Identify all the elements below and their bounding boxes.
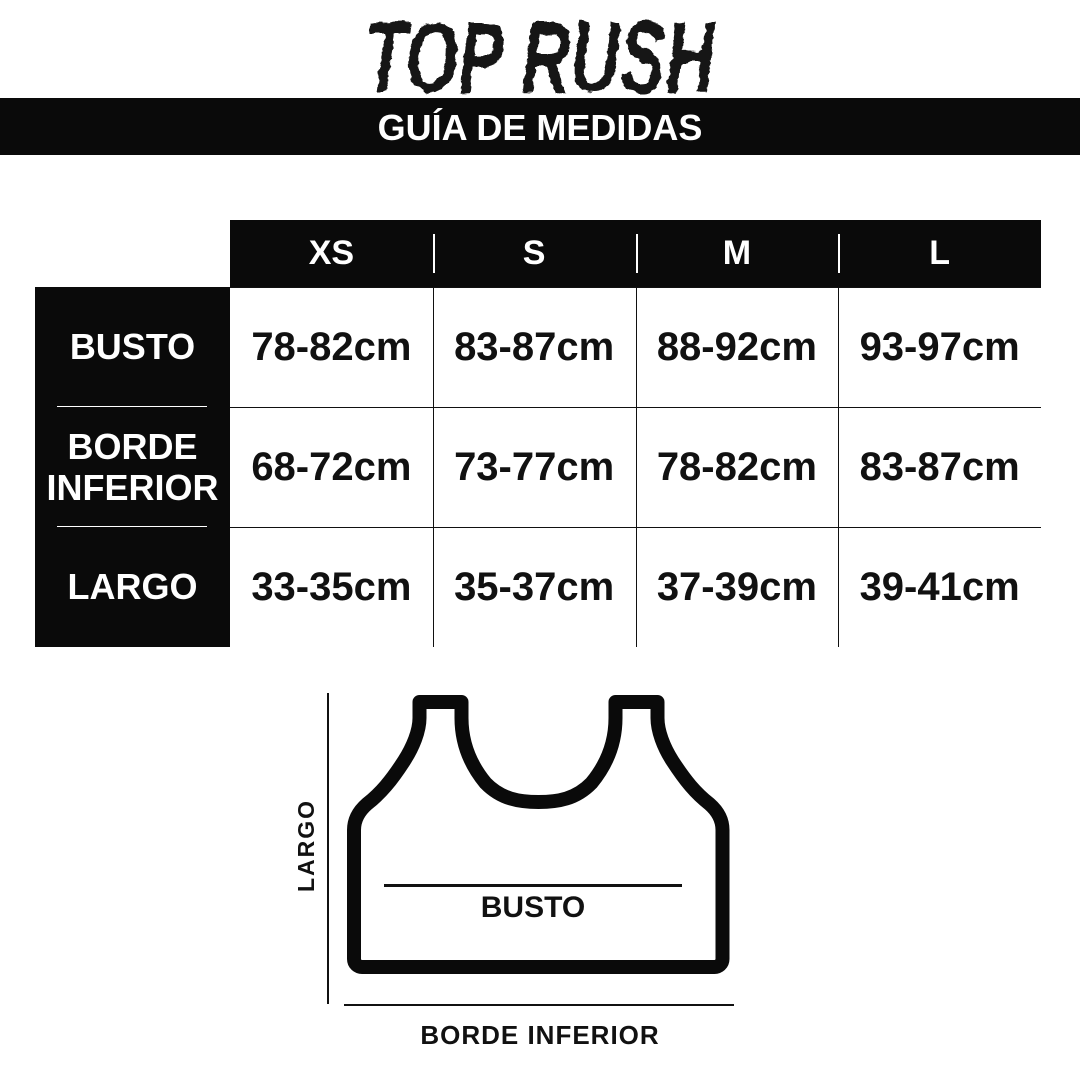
svg-text:TOP RUSH: TOP RUSH bbox=[365, 1, 716, 110]
